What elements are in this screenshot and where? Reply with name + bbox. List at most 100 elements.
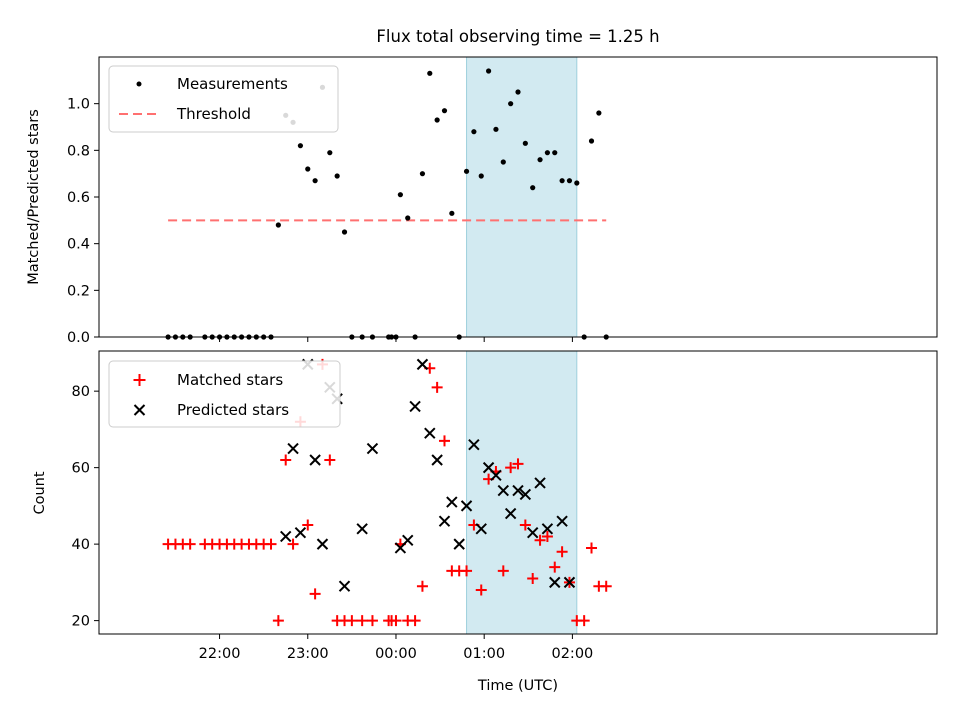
predicted-star-point [504,507,517,520]
measurement-point [478,173,484,179]
measurement-point [434,117,440,123]
predicted-star-point [316,538,329,550]
predicted-star-point [534,477,546,489]
predicted-star-point [490,469,502,481]
measurement-point [588,138,595,144]
predicted-star-point [287,442,299,455]
matched-star-point [324,454,336,466]
bottom-axes-frame [98,350,938,635]
y-tick-label: 40 [72,537,90,553]
top-panel: 0.0 0.2 0.4 0.6 0.8 1.0 Matched/Predicted sta… [26,56,938,346]
legend-measurements-marker [136,81,142,87]
legend-matched-marker [133,374,146,386]
matched-star-point [497,565,509,577]
measurement-point [485,68,492,74]
matched-star-point [416,580,428,592]
y-tick-label: 60 [72,461,90,477]
matched-star-point [390,615,402,627]
measurement-point [471,129,477,135]
bottom-y-label: Count [32,471,48,514]
predicted-star-point [526,526,539,539]
bottom-legend: Matched stars Predicted stars [108,360,341,428]
matched-star-point [600,580,612,592]
predicted-star-point [356,523,368,535]
matched-star-point [272,615,284,627]
matched-star-point [409,615,421,627]
bottom-legend-box [108,360,341,428]
y-tick-label: 1.0 [67,97,90,113]
x-tick-label: 23:00 [287,646,329,662]
measurement-point [305,166,311,172]
matched-star-point [265,538,277,550]
predicted-star-point [280,530,292,543]
y-tick-label: 0.8 [67,143,90,159]
x-tick-label: 22:00 [199,646,241,662]
x-tick-label: 01:00 [463,646,505,662]
bottom-y-ticks: 20 40 60 80 [72,384,99,630]
matched-star-point [505,462,517,474]
bottom-x-ticks: 22:00 23:00 00:00 01:00 02:00 [199,634,593,662]
top-band [466,56,578,338]
measurement-point [275,222,281,228]
predicted-star-point [556,515,568,527]
predicted-star-point [519,488,532,501]
matched-star-point [475,584,487,596]
measurement-point [530,185,536,191]
measurement-point [596,110,602,116]
measurement-point [297,143,304,149]
matched-star-point [184,538,196,550]
predicted-star-point [468,438,480,451]
measurement-point [537,157,543,163]
predicted-star-point [549,576,561,589]
matched-points [162,358,612,627]
predicted-star-point [338,580,351,592]
matched-star-point [549,561,561,573]
matched-star-point [287,538,299,550]
predicted-star-point [475,523,487,535]
top-legend: Measurements Threshold [108,65,339,133]
matched-star-point [346,615,358,627]
measurement-point [515,89,521,95]
measurement-point [574,180,580,186]
measurement-point [508,101,514,107]
x-axis-label: Time (UTC) [477,678,558,694]
measurement-point [559,178,565,184]
measurement-point [463,168,470,174]
y-tick-label: 0.4 [67,237,90,253]
predicted-star-point [438,515,451,527]
predicted-star-point [366,442,379,455]
legend-matched-label: Matched stars [177,371,283,389]
predicted-star-point [446,496,458,508]
measurement-point [334,173,340,179]
matched-star-point [280,454,292,466]
matched-star-point [556,546,568,558]
matched-star-point [541,530,553,542]
matched-star-point [461,565,473,577]
y-tick-label: 80 [72,384,90,400]
bottom-panel: 20 40 60 80 22:00 23:00 00:00 01:00 02:00 Count… [32,350,938,694]
matched-star-point [302,519,314,531]
predicted-star-point [460,500,473,512]
top-y-ticks: 0.0 0.2 0.4 0.6 0.8 1.0 [67,97,99,346]
predicted-star-point [453,538,465,550]
predicted-star-point [402,534,414,547]
measurement-point [566,178,573,184]
predicted-star-point [416,358,429,371]
predicted-star-point [512,484,524,497]
chart-title: Flux total observing time = 1.25 h [376,27,659,46]
matched-star-point [431,381,443,393]
y-tick-label: 0.0 [67,330,90,346]
matched-star-point [438,435,450,447]
legend-threshold-label: Threshold [176,105,251,123]
predicted-star-point [424,427,436,439]
top-legend-box [108,65,339,133]
matched-star-point [578,615,590,627]
measurement-point [341,229,348,235]
y-tick-label: 20 [72,614,90,630]
measurement-point [312,178,318,184]
top-x-tickmarks [219,337,573,342]
predicted-star-point [409,400,421,413]
legend-measurements-label: Measurements [177,75,288,93]
predicted-star-point [563,576,576,589]
